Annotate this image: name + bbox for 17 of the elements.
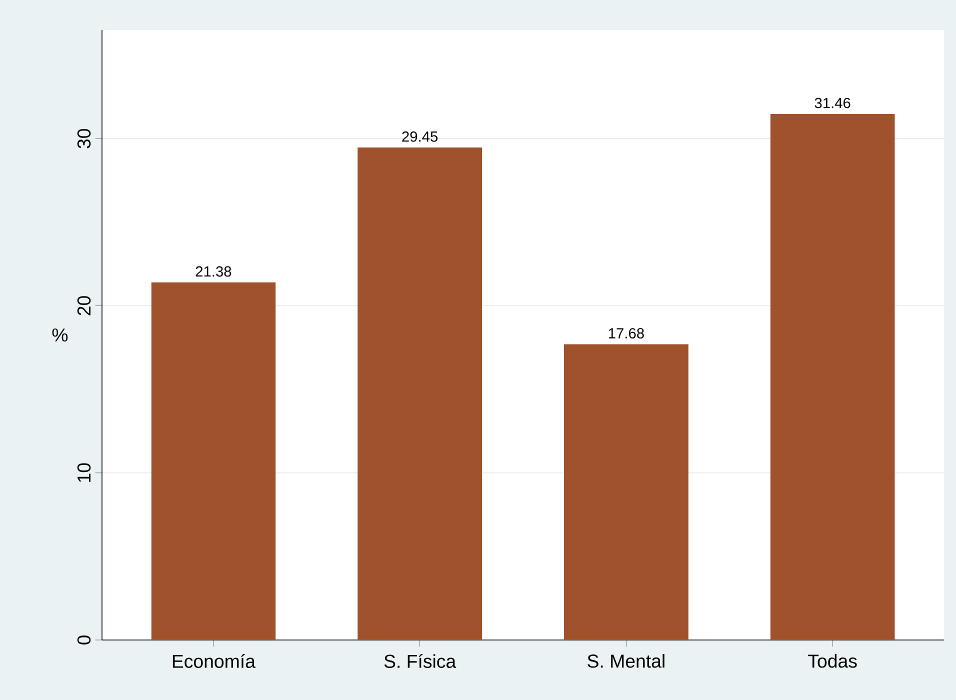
x-tick-label: S. Mental	[588, 654, 664, 668]
data-label: 21.38	[196, 266, 232, 277]
data-label: 29.45	[402, 131, 438, 142]
y-tick-label: 10	[77, 463, 91, 482]
data-label: 31.46	[814, 98, 850, 108]
x-tick-label: Economía	[172, 654, 256, 668]
y-axis-title: %	[52, 328, 68, 342]
y-tick-label: 30	[77, 128, 91, 148]
bar	[151, 282, 276, 640]
x-tick-label: Todas	[808, 654, 857, 668]
data-label: 17.68	[608, 328, 644, 338]
y-tick-label: 0	[77, 636, 91, 644]
y-tick-label: 20	[77, 296, 91, 316]
bar	[770, 114, 895, 640]
bar	[564, 344, 688, 640]
bar	[358, 148, 482, 640]
x-tick-label: S. Física	[384, 654, 456, 668]
